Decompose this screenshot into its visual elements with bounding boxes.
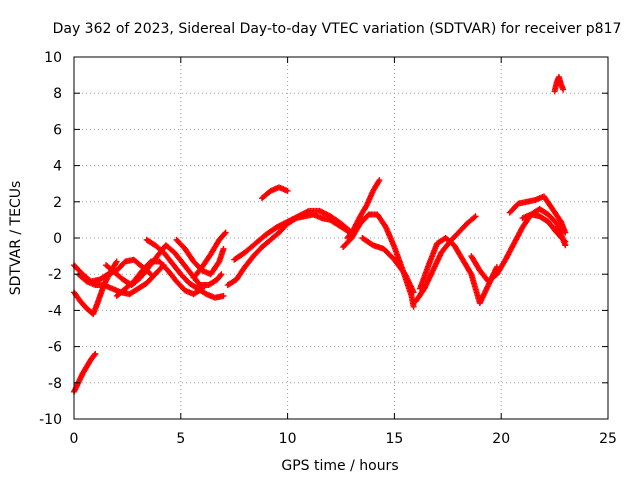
- series-track-a: [71, 350, 99, 395]
- data-point: [410, 289, 417, 296]
- y-tick-label: 0: [53, 231, 62, 247]
- y-axis-label: SDTVAR / TECUs: [8, 181, 24, 296]
- series-track-u: [551, 73, 567, 95]
- y-tick-label: 6: [53, 122, 62, 138]
- data-point: [113, 258, 120, 265]
- series-track-l: [258, 184, 291, 202]
- data-point: [284, 187, 291, 194]
- y-tick-label: -8: [48, 376, 62, 392]
- data-points: [71, 73, 569, 395]
- y-tick-label: 2: [53, 195, 62, 211]
- x-tick-label: 10: [279, 431, 297, 447]
- data-point: [222, 229, 229, 236]
- x-tick-label: 25: [599, 431, 617, 447]
- series-track-r: [468, 206, 569, 285]
- data-point: [560, 86, 567, 93]
- series-track-q: [417, 235, 500, 307]
- y-tick-label: 4: [53, 159, 62, 175]
- series-track-s: [506, 193, 569, 236]
- data-point: [472, 213, 479, 220]
- data-point: [561, 237, 568, 244]
- data-point: [410, 303, 417, 310]
- y-tick-label: -10: [39, 412, 62, 428]
- data-point: [218, 271, 225, 278]
- y-tick-label: -4: [48, 303, 62, 319]
- y-tick-label: -2: [48, 267, 62, 283]
- data-point: [562, 238, 569, 245]
- data-point: [471, 214, 478, 221]
- data-point: [146, 270, 153, 277]
- series-track-h: [173, 236, 227, 278]
- data-point: [92, 350, 99, 357]
- x-tick-label: 5: [176, 431, 185, 447]
- series-track-i: [190, 229, 229, 281]
- series-track-o: [359, 235, 417, 296]
- data-point: [91, 351, 98, 358]
- data-point: [562, 229, 569, 236]
- data-point: [221, 230, 228, 237]
- x-tick-label: 20: [492, 431, 510, 447]
- y-tick-label: 10: [44, 50, 62, 66]
- data-point: [376, 177, 383, 184]
- chart-title: Day 362 of 2023, Sidereal Day-to-day VTE…: [53, 21, 622, 37]
- data-point: [220, 245, 227, 252]
- axis-ticks: [73, 56, 609, 420]
- x-tick-label: 0: [70, 431, 79, 447]
- series-track-g: [143, 236, 227, 301]
- y-tick-label: -6: [48, 340, 62, 356]
- grid-lines: [74, 57, 608, 419]
- series-track-f: [113, 258, 206, 299]
- series-track-t: [519, 211, 569, 245]
- series-track-m: [344, 177, 383, 241]
- x-tick-labels: 0 5 10 15 20 25: [70, 431, 617, 447]
- data-point: [220, 292, 227, 299]
- series-track-p: [412, 213, 479, 305]
- series-track-n: [340, 211, 417, 310]
- y-tick-labels: -10 -8 -6 -4 -2 0 2 4 6 8 10: [39, 50, 62, 428]
- series-track-k: [231, 207, 355, 263]
- x-axis-label: GPS time / hours: [281, 458, 398, 474]
- y-tick-label: 8: [53, 86, 62, 102]
- data-point: [217, 272, 224, 279]
- x-tick-label: 15: [385, 431, 403, 447]
